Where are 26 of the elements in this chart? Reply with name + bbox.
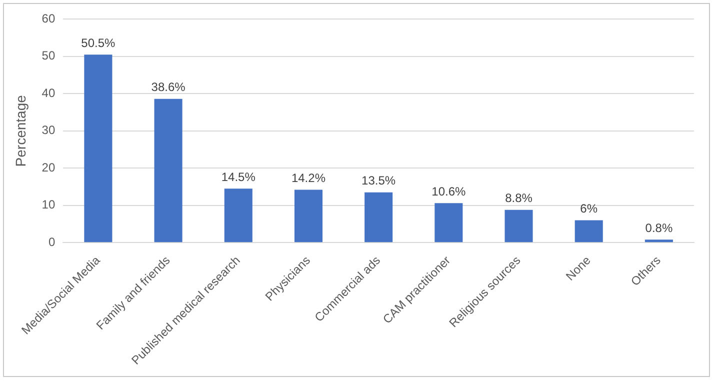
data-label: 10.6%	[432, 184, 466, 198]
y-tick-label: 30	[42, 123, 56, 138]
data-label: 8.8%	[505, 191, 533, 206]
bar	[224, 188, 252, 242]
y-tick-label: 50	[42, 48, 56, 63]
data-label: 14.2%	[291, 171, 326, 186]
y-tick-label: 20	[42, 160, 56, 174]
bar	[434, 203, 463, 242]
bar	[504, 210, 533, 242]
bar	[154, 98, 182, 242]
data-label: 13.5%	[362, 174, 396, 188]
y-tick-label: 0	[48, 234, 56, 249]
y-tick-label: 10	[42, 198, 56, 212]
bar	[364, 192, 393, 242]
data-label: 0.8%	[645, 220, 673, 235]
data-label: 14.5%	[221, 170, 256, 184]
y-axis-title: Percentage	[12, 94, 28, 167]
data-label: 6%	[580, 202, 598, 216]
bar	[84, 54, 112, 242]
y-tick-label: 60	[42, 12, 56, 26]
bar	[294, 190, 322, 242]
y-tick-label: 40	[42, 86, 56, 100]
data-label: 38.6%	[151, 80, 186, 94]
data-label: 50.5%	[81, 36, 116, 50]
bar	[644, 240, 673, 242]
bar	[574, 220, 603, 242]
